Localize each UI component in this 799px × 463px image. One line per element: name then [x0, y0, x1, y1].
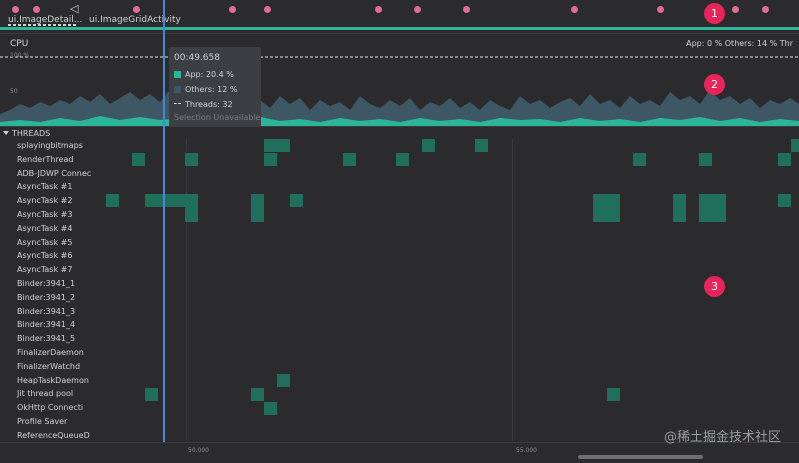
cpu-usage-graph — [0, 56, 799, 127]
thread-state-block[interactable] — [607, 388, 620, 401]
thread-state-block[interactable] — [290, 194, 303, 207]
others-swatch-icon — [174, 86, 181, 93]
thread-name[interactable]: OkHttp Connecti — [17, 403, 84, 413]
activity-label-image-detail[interactable]: ui.ImageDetail... — [8, 15, 83, 25]
thread-name[interactable]: HeapTaskDaemon — [17, 375, 89, 385]
thread-name[interactable]: AsyncTask #4 — [17, 223, 73, 233]
event-dot[interactable] — [264, 6, 271, 13]
thread-name[interactable]: ADB-JDWP Connec — [17, 168, 92, 178]
time-tick: 50.000 — [188, 447, 209, 454]
thread-name[interactable]: RenderThread — [17, 154, 74, 164]
thread-state-block[interactable] — [145, 194, 185, 207]
thread-name[interactable]: Profile Saver — [17, 417, 68, 426]
thread-state-block[interactable] — [264, 153, 277, 166]
tooltip-selection-status: Selection Unavailable — [174, 113, 261, 122]
event-dot[interactable] — [375, 6, 382, 13]
tooltip-threads-row: Threads: 32 — [174, 100, 233, 109]
cpu-tooltip: 00:49.658 App: 20.4 % Others: 12 % Threa… — [169, 47, 261, 127]
back-triangle-icon: ◁ — [70, 2, 79, 15]
thread-name[interactable]: ReferenceQueueD — [17, 430, 90, 440]
thread-state-block[interactable] — [132, 153, 145, 166]
thread-name[interactable]: Jit thread pool — [17, 389, 74, 399]
cpu-axis-tick-50: 50 — [10, 88, 18, 95]
thread-state-block[interactable] — [264, 139, 290, 152]
event-dot[interactable] — [732, 6, 739, 13]
thread-state-block[interactable] — [593, 194, 620, 222]
tooltip-app-row: App: 20.4 % — [174, 70, 234, 79]
annotation-badge-2: 2 — [704, 74, 725, 95]
thread-name[interactable]: FinalizerWatchd — [17, 361, 81, 371]
cpu-usage-panel[interactable]: CPU 100 % 50 App: 0 % Others: 14 % Thr — [0, 33, 799, 127]
thread-state-block[interactable] — [251, 388, 264, 401]
event-timeline: ◁ ui.ImageDetail... ui.ImageGridActivity — [0, 0, 799, 33]
thread-state-block[interactable] — [343, 153, 356, 166]
thread-state-block[interactable] — [778, 153, 791, 166]
app-swatch-icon — [174, 71, 181, 78]
thread-name[interactable]: AsyncTask #2 — [17, 196, 73, 206]
event-dot[interactable] — [414, 6, 421, 13]
threads-dash-icon — [174, 103, 181, 104]
tooltip-app-value: App: 20.4 % — [185, 70, 234, 79]
thread-name[interactable]: Binder:3941_5 — [17, 334, 76, 344]
thread-state-block[interactable] — [791, 139, 799, 152]
thread-state-block[interactable] — [778, 194, 791, 207]
thread-state-block[interactable] — [699, 194, 726, 222]
thread-name[interactable]: Binder:3941_4 — [17, 320, 76, 330]
thread-state-block[interactable] — [145, 388, 158, 401]
annotation-badge-1: 1 — [704, 3, 725, 24]
thread-name[interactable]: AsyncTask #7 — [17, 265, 73, 275]
horizontal-scrollbar[interactable] — [578, 455, 703, 459]
threads-section-header[interactable]: THREADS — [0, 126, 799, 140]
thread-name[interactable]: AsyncTask #5 — [17, 237, 73, 247]
thread-state-block[interactable] — [699, 153, 712, 166]
cpu-axis-tick-100: 100 % — [10, 52, 30, 59]
thread-state-block[interactable] — [251, 194, 264, 222]
time-tick: 55.000 — [516, 447, 537, 454]
playhead-cursor[interactable] — [163, 0, 165, 442]
thread-state-block[interactable] — [475, 139, 488, 152]
thread-name[interactable]: AsyncTask #6 — [17, 251, 73, 261]
thread-name[interactable]: Binder:3941_1 — [17, 279, 76, 288]
thread-state-block[interactable] — [185, 194, 198, 222]
event-dot[interactable] — [229, 6, 236, 13]
cpu-title: CPU — [10, 39, 29, 49]
tooltip-others-row: Others: 12 % — [174, 85, 237, 94]
thread-name[interactable]: AsyncTask #3 — [17, 210, 73, 219]
event-dot[interactable] — [12, 6, 19, 13]
event-dot[interactable] — [33, 6, 40, 13]
threads-header-label: THREADS — [12, 129, 51, 138]
activity-lifetime-bar — [0, 27, 799, 30]
watermark: @稀土掘金技术社区 — [663, 430, 781, 445]
event-dot[interactable] — [463, 6, 470, 13]
thread-state-block[interactable] — [264, 402, 277, 415]
thread-state-block[interactable] — [422, 139, 435, 152]
tooltip-threads-value: Threads: 32 — [185, 100, 233, 109]
tooltip-others-value: Others: 12 % — [185, 85, 238, 94]
thread-state-block[interactable] — [396, 153, 409, 166]
activity-dashed-indicator — [8, 24, 78, 26]
collapse-triangle-icon[interactable] — [3, 131, 9, 135]
event-dot[interactable] — [571, 6, 578, 13]
annotation-badge-3: 3 — [704, 276, 725, 297]
thread-state-block[interactable] — [633, 153, 646, 166]
activity-label-image-grid[interactable]: ui.ImageGridActivity — [89, 15, 181, 25]
thread-name[interactable]: Binder:3941_2 — [17, 292, 76, 302]
time-axis: 50.000 55.000 — [0, 442, 799, 463]
thread-activity-lanes[interactable] — [101, 139, 799, 442]
event-dot[interactable] — [133, 6, 140, 13]
tooltip-timestamp: 00:49.658 — [174, 53, 220, 63]
cpu-legend: App: 0 % Others: 14 % Thr — [686, 39, 793, 48]
thread-name[interactable]: splayingbitmaps — [17, 141, 83, 150]
event-dot[interactable] — [762, 6, 769, 13]
event-dot[interactable] — [657, 6, 664, 13]
thread-name[interactable]: FinalizerDaemon — [17, 348, 84, 357]
time-gridline — [186, 139, 187, 442]
thread-name[interactable]: Binder:3941_3 — [17, 306, 76, 316]
thread-state-block[interactable] — [106, 194, 119, 207]
thread-name[interactable]: AsyncTask #1 — [17, 182, 73, 192]
thread-state-block[interactable] — [277, 374, 290, 387]
thread-state-block[interactable] — [673, 194, 686, 222]
time-gridline — [512, 139, 513, 442]
thread-state-block[interactable] — [185, 153, 198, 166]
